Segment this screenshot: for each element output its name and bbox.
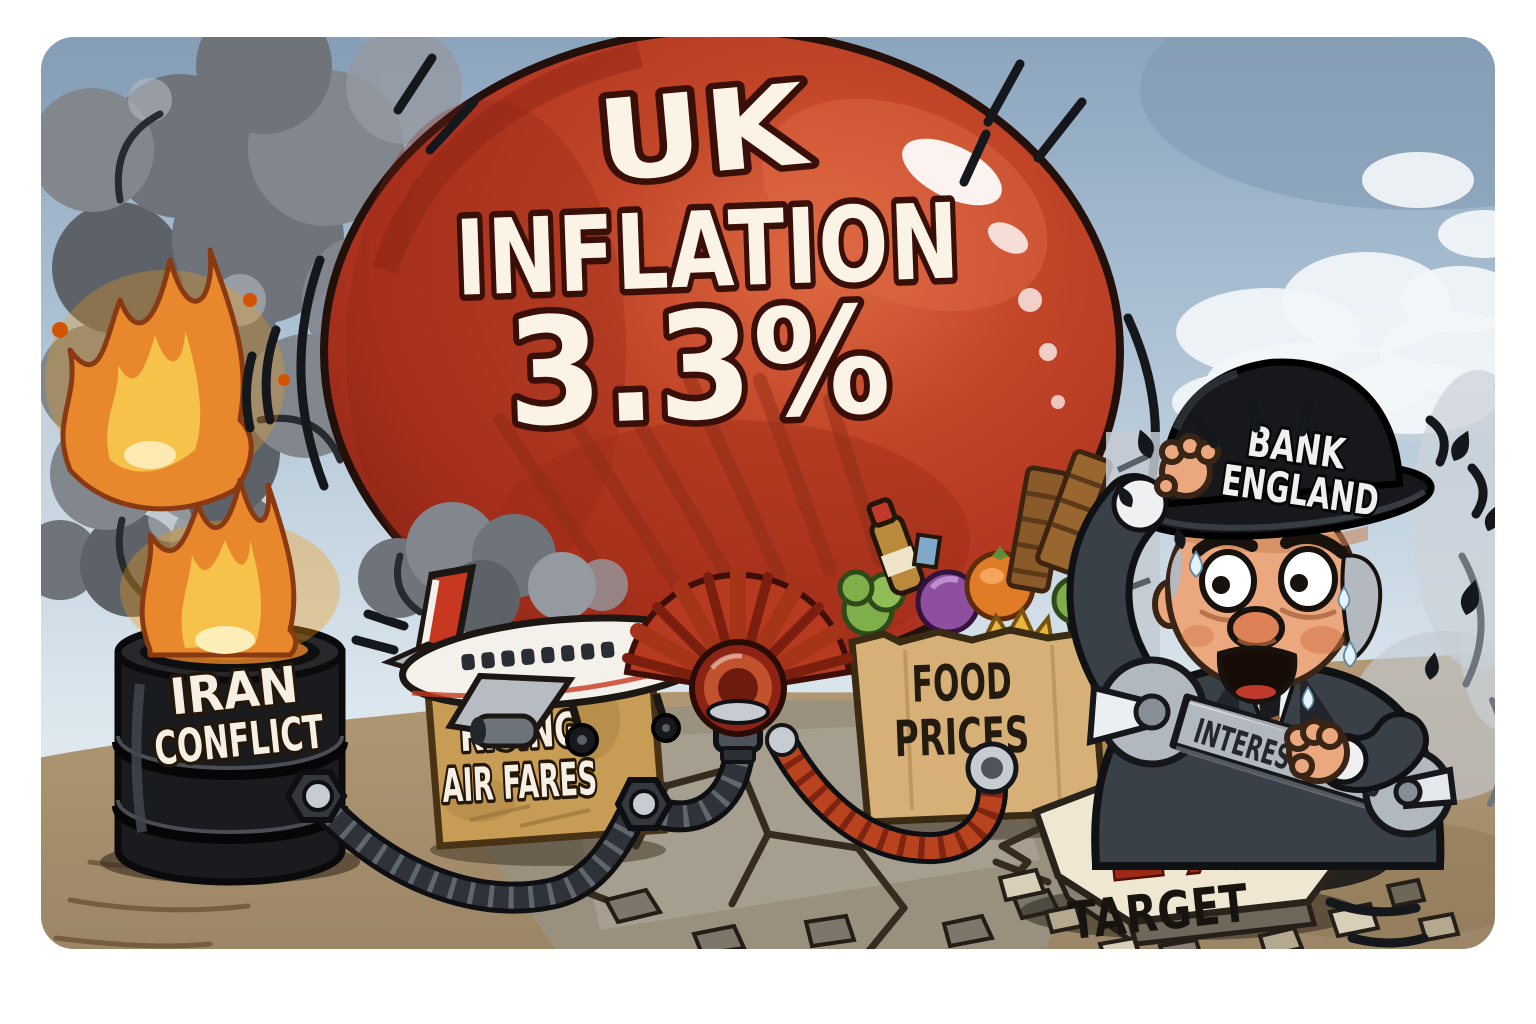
sign-coupling [614,777,674,831]
banker-head [1152,489,1383,726]
balloon-title-line2: INFLATION [454,180,963,320]
air-fares-line2: AIR FARES [441,751,599,813]
balloon-title-line1: UK [592,60,815,208]
food-label-line1: FOOD [911,652,1013,713]
bowler-hat: BANK ENGLAND [1132,358,1435,540]
balloon-title: UK INFLATION 3.3% [447,53,969,466]
bag-coupling [965,741,1019,795]
sweat-drops [1113,393,1508,948]
balloon-title-line3: 3.3% [504,274,895,459]
barrel-label: IRAN CONFLICT [148,652,330,779]
explosion-flame [45,247,290,512]
barrel-coupling [284,769,348,823]
banker-arm-wrench [1284,711,1429,793]
boe-banker: BANK ENGLAND INTEREST RATES [1066,358,1458,870]
plane-smoke [358,502,628,636]
balloon-valve [689,639,799,764]
barrel-fire [120,477,340,660]
oil-barrel: IRAN CONFLICT [100,477,360,886]
paper-border [15,11,1521,975]
